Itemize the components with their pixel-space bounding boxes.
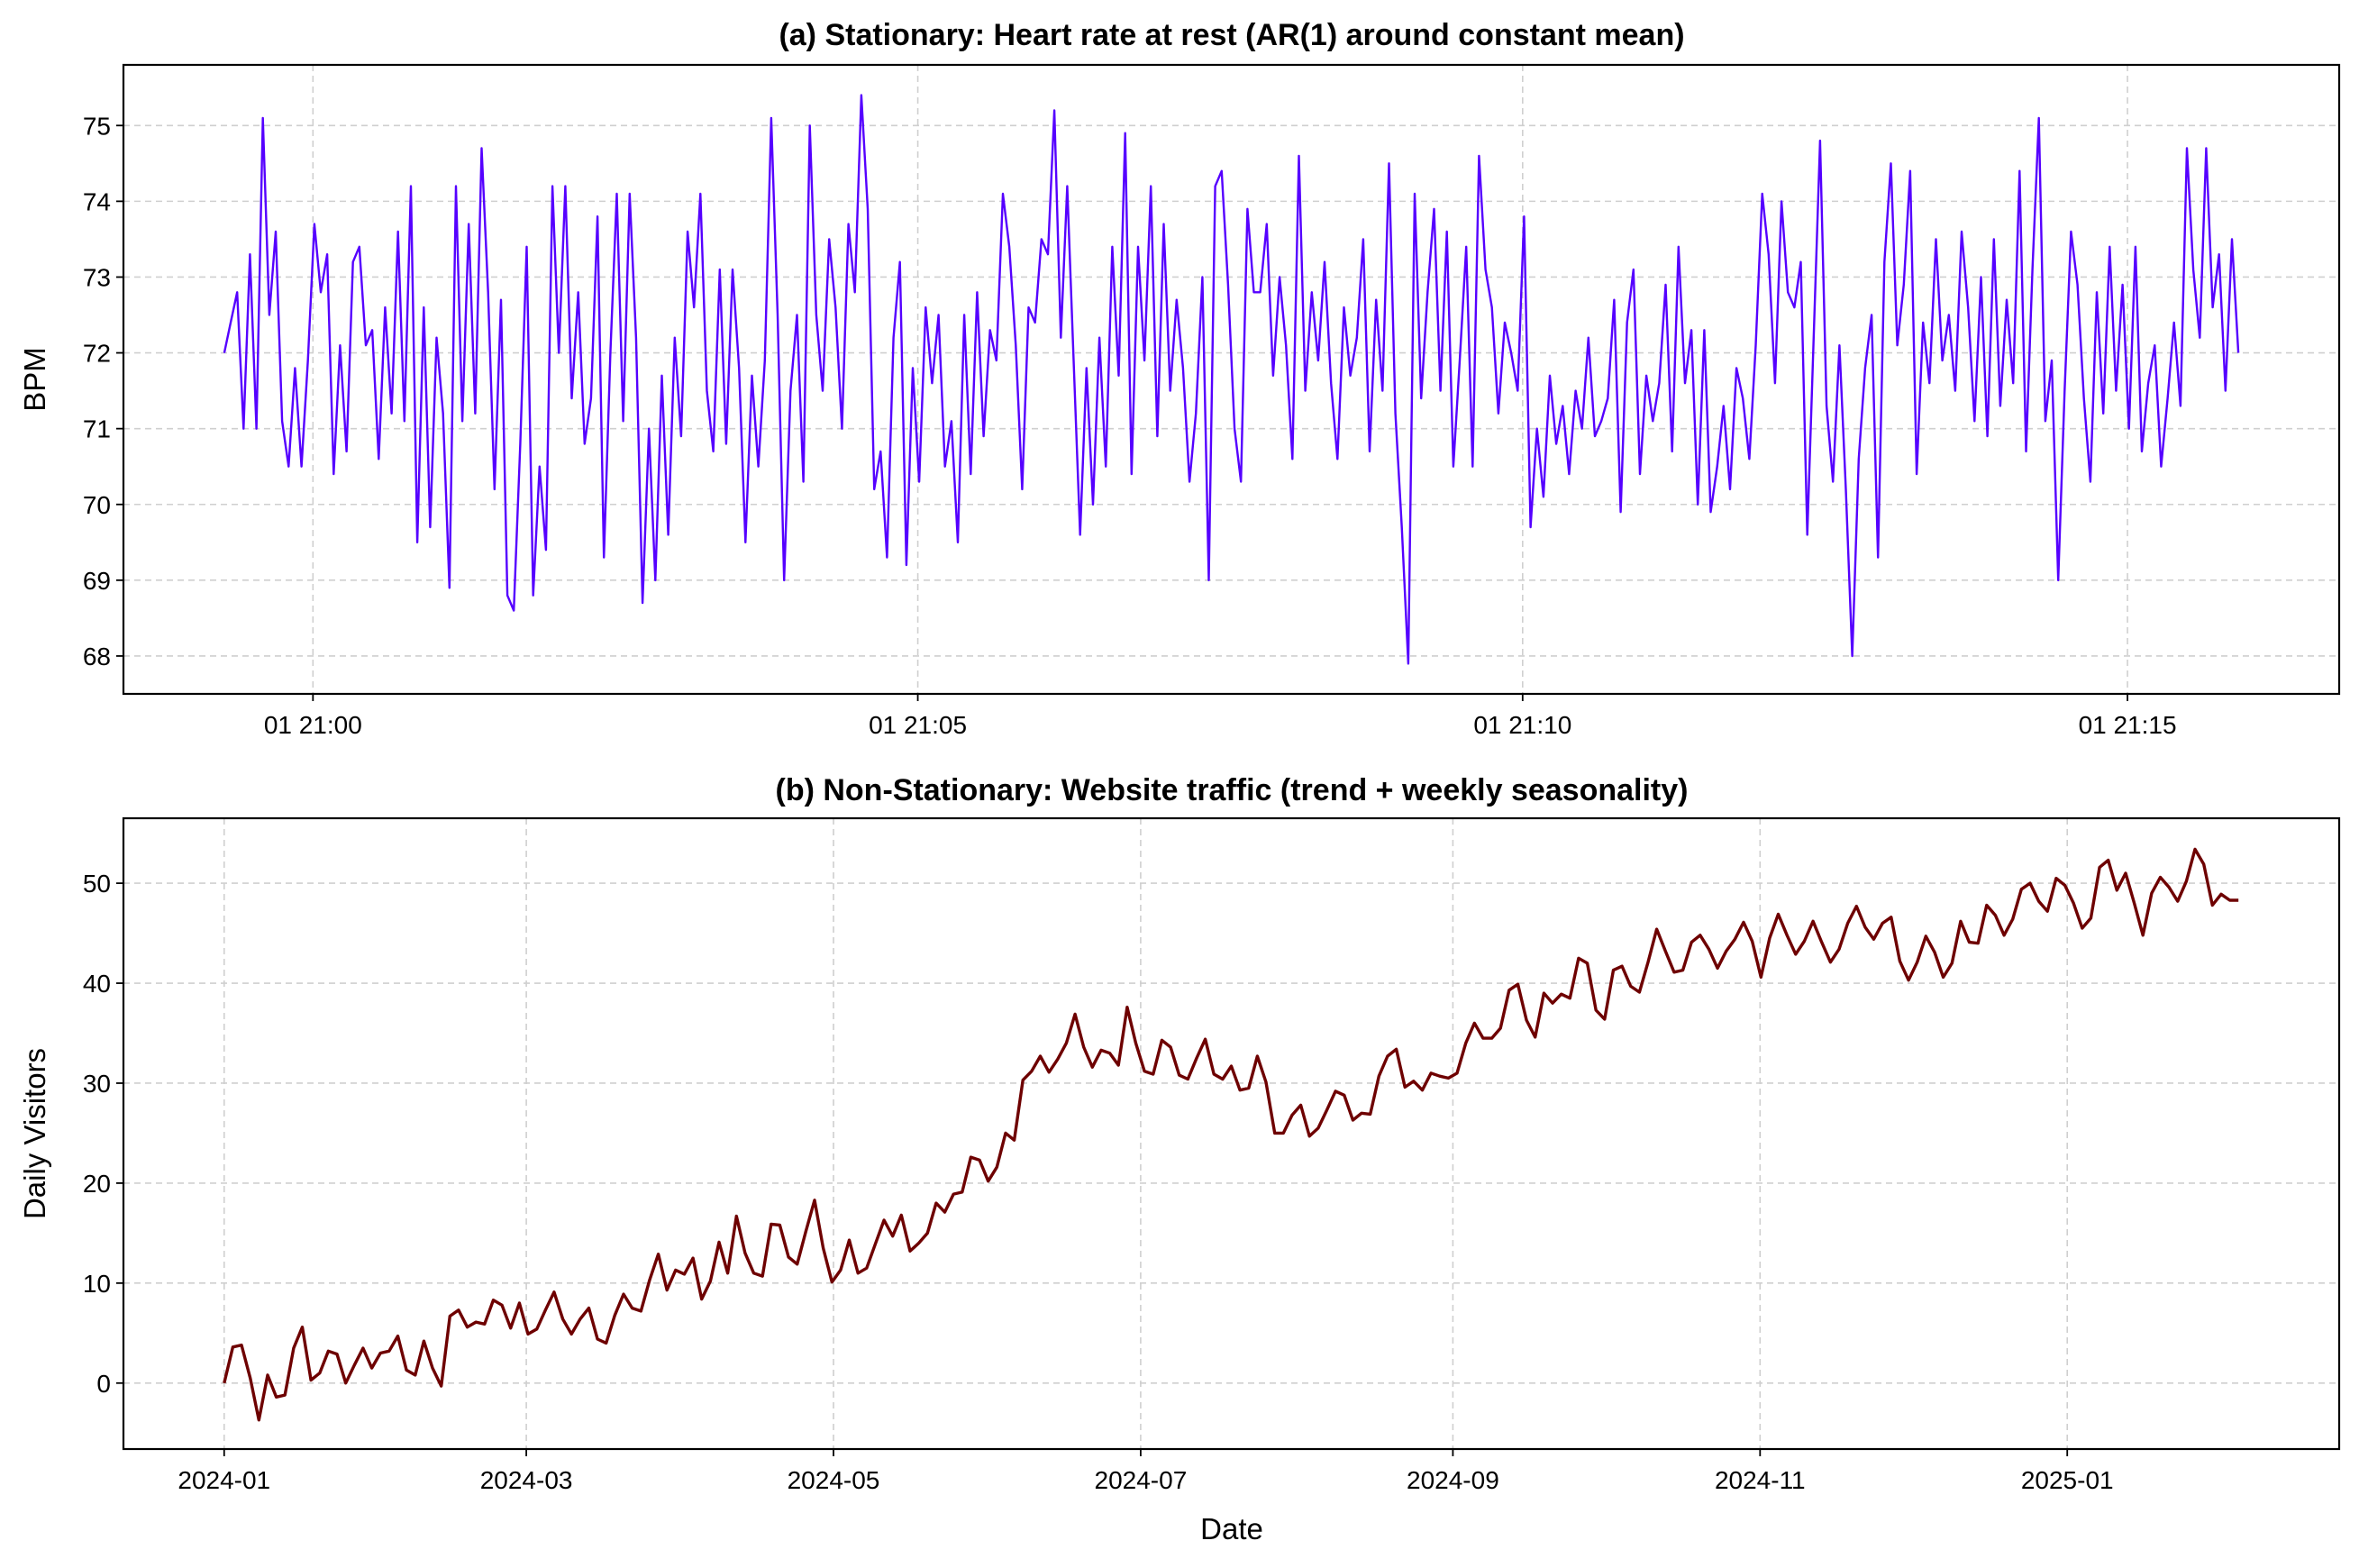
y-axis-label: BPM	[18, 347, 51, 412]
y-tick-label: 75	[83, 112, 111, 140]
x-tick-label: 01 21:10	[1473, 711, 1571, 739]
y-tick-label: 73	[83, 263, 111, 291]
x-tick-label: 2024-07	[1095, 1466, 1188, 1494]
x-axis-label: Date	[1200, 1512, 1263, 1545]
x-tick-label: 01 21:05	[869, 711, 967, 739]
x-tick-label: 2025-01	[2021, 1466, 2114, 1494]
series-line	[223, 94, 2240, 665]
x-tick-label: 2024-11	[1715, 1466, 1806, 1494]
y-tick-label: 20	[83, 1170, 111, 1198]
axes-frame	[122, 63, 2341, 696]
x-tick-label: 2024-03	[480, 1466, 573, 1494]
y-axis-label: Daily Visitors	[18, 1048, 51, 1219]
y-tick-label: 40	[83, 970, 111, 998]
y-tick-label: 72	[83, 340, 111, 368]
panel-website-traffic: (b) Non-Stationary: Website traffic (tre…	[18, 773, 2341, 1545]
y-tick-label: 10	[83, 1270, 111, 1298]
y-tick-label: 70	[83, 491, 111, 519]
axes-frame	[122, 816, 2341, 1451]
series-line	[223, 847, 2239, 1422]
chart-title: (a) Stationary: Heart rate at rest (AR(1…	[779, 18, 1684, 52]
y-tick-label: 0	[96, 1370, 111, 1398]
panel-heart-rate: (a) Stationary: Heart rate at rest (AR(1…	[18, 18, 2341, 739]
y-tick-label: 74	[83, 187, 111, 215]
chart-title: (b) Non-Stationary: Website traffic (tre…	[776, 773, 1689, 807]
y-tick-label: 69	[83, 567, 111, 595]
y-tick-label: 30	[83, 1070, 111, 1098]
y-tick-label: 50	[83, 870, 111, 898]
x-tick-label: 01 21:15	[2079, 711, 2177, 739]
x-tick-label: 2024-05	[788, 1466, 880, 1494]
y-tick-label: 71	[83, 415, 111, 443]
x-tick-label: 2024-09	[1407, 1466, 1499, 1494]
x-tick-label: 01 21:00	[264, 711, 362, 739]
x-tick-label: 2024-01	[178, 1466, 270, 1494]
y-tick-label: 68	[83, 643, 111, 670]
gridlines	[123, 818, 2339, 1449]
